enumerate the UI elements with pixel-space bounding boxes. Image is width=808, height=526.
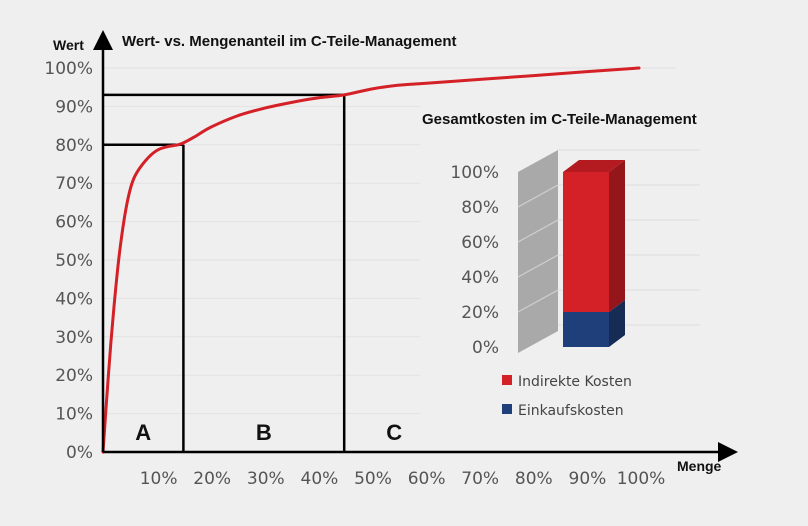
y-tick-label-0: 0% <box>66 443 93 463</box>
main-gridlines <box>103 67 676 415</box>
x-tick-label-70: 70% <box>461 469 499 489</box>
inset-wall-panel <box>518 150 558 353</box>
reference-lines <box>103 93 346 452</box>
legend-label-einkaufskosten: Einkaufskosten <box>518 403 624 419</box>
y-tick-label-90: 90% <box>55 97 93 117</box>
legend-label-indirekte-kosten: Indirekte Kosten <box>518 374 632 390</box>
legend-swatch-einkaufskosten <box>502 404 512 414</box>
x-tick-label-90: 90% <box>569 469 607 489</box>
inset-wall-line-80 <box>517 184 559 208</box>
y-tick-label-100: 100% <box>44 59 93 79</box>
value-curve <box>101 66 641 454</box>
x-tick-label-40: 40% <box>301 469 339 489</box>
inset-wall-line-40 <box>517 254 559 278</box>
bar-side-indirekte-kosten <box>609 160 625 312</box>
y-tick-label-60: 60% <box>55 213 93 233</box>
inset-y-tick-label-60: 60% <box>461 233 499 253</box>
legend-swatch-indirekte-kosten <box>502 375 512 385</box>
inset-y-tick-label-80: 80% <box>461 198 499 218</box>
inset-y-tick-label-40: 40% <box>461 268 499 288</box>
x-tick-label-30: 30% <box>247 469 285 489</box>
zone-label-a: A <box>135 420 151 445</box>
y-tick-label-50: 50% <box>55 251 93 271</box>
y-axis-title: Wert <box>53 37 84 53</box>
y-tick-label-70: 70% <box>55 174 93 194</box>
zone-labels: A B C <box>135 420 402 445</box>
inset-legend: Indirekte Kosten Einkaufskosten <box>502 374 632 419</box>
x-tick-label-10: 10% <box>140 469 178 489</box>
inset-wall-line-20 <box>517 289 559 313</box>
inset-y-tick-label-0: 0% <box>472 338 499 358</box>
bar-segment-einkaufskosten <box>563 312 609 347</box>
bar-side-einkaufskosten <box>609 300 625 347</box>
y-tick-label-10: 10% <box>55 405 93 425</box>
inset-y-tick-label-20: 20% <box>461 303 499 323</box>
x-tick-label-100: 100% <box>617 469 666 489</box>
inset-chart-title: Gesamtkosten im C-Teile-Management <box>422 111 697 128</box>
x-tick-label-50: 50% <box>354 469 392 489</box>
x-axis-title: Menge <box>677 458 722 474</box>
y-tick-label-30: 30% <box>55 328 93 348</box>
zone-label-c: C <box>386 420 402 445</box>
inset-y-tick-labels: 0% 20% 40% 60% 80% 100% <box>450 163 499 358</box>
bar-top-indirekte-kosten <box>563 160 625 172</box>
inset-wall-line-60 <box>517 219 559 243</box>
main-y-tick-labels: 0% 10% 20% 30% 40% 50% 60% 70% 80% 90% 100% <box>44 59 93 463</box>
y-tick-label-20: 20% <box>55 366 93 386</box>
bar-segment-indirekte-kosten <box>563 172 609 312</box>
main-x-tick-labels: 10% 20% 30% 40% 50% 60% 70% 80% 90% 100% <box>140 469 666 489</box>
inset-y-tick-label-100: 100% <box>450 163 499 183</box>
stacked-bar <box>563 160 625 347</box>
y-tick-label-40: 40% <box>55 289 93 309</box>
inset-3d-wall <box>517 150 559 353</box>
x-tick-label-80: 80% <box>515 469 553 489</box>
zone-label-b: B <box>256 420 272 445</box>
x-tick-label-20: 20% <box>193 469 231 489</box>
x-tick-label-60: 60% <box>408 469 446 489</box>
y-tick-label-80: 80% <box>55 136 93 156</box>
main-chart-title: Wert- vs. Mengenanteil im C-Teile-Manage… <box>122 33 457 50</box>
